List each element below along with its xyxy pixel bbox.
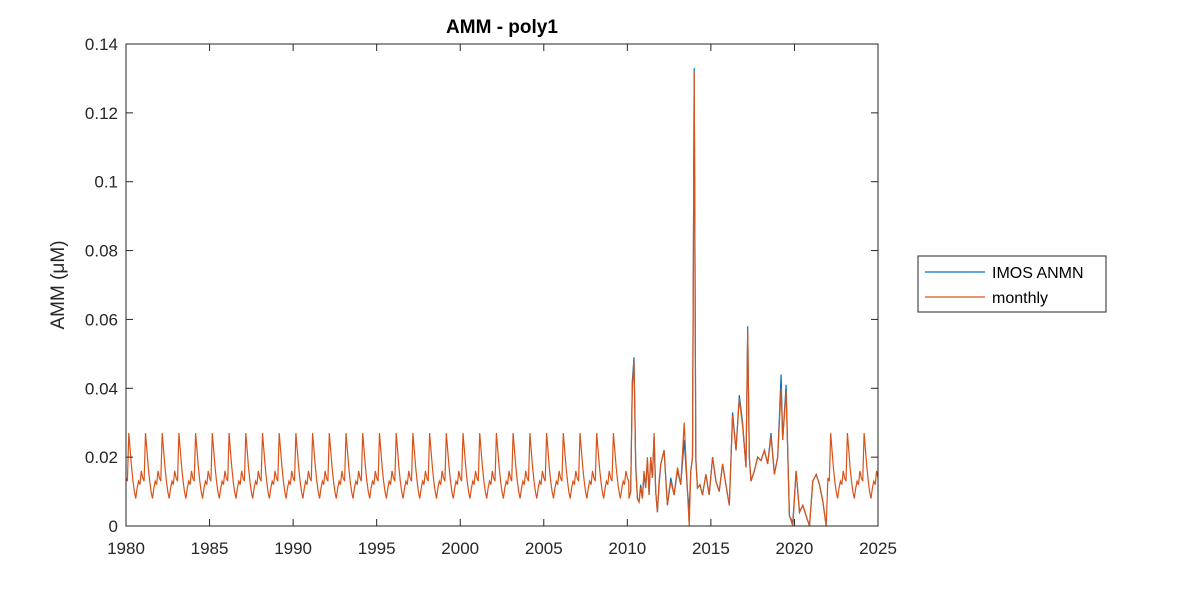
y-axis-label: AMM (μM): [48, 240, 69, 329]
x-tick-label: 1980: [107, 539, 145, 558]
y-tick-label: 0: [109, 517, 118, 536]
y-tick-label: 0.02: [85, 448, 118, 467]
legend-label-monthly: monthly: [992, 290, 1048, 307]
x-tick-label: 2000: [441, 539, 479, 558]
y-tick-label: 0.12: [85, 104, 118, 123]
chart-title: AMM - poly1: [446, 17, 558, 38]
y-tick-label: 0.08: [85, 242, 118, 261]
x-tick-label: 2010: [608, 539, 646, 558]
y-tick-label: 0.14: [85, 35, 118, 54]
x-tick-label: 1985: [191, 539, 229, 558]
x-tick-label: 2020: [776, 539, 814, 558]
legend-label-imos-anmn: IMOS ANMN: [992, 265, 1084, 282]
series-layer: [125, 68, 879, 527]
y-tick-label: 0.04: [85, 379, 118, 398]
x-tick-label: 2015: [692, 539, 730, 558]
x-tick-label: 2005: [525, 539, 563, 558]
plot-area: [126, 44, 878, 526]
y-tick-label: 0.06: [85, 310, 118, 329]
series-line-monthly: [125, 71, 879, 527]
axes-box: [125, 43, 879, 527]
axes-layer: 1980 1985 1990 1995 2000 2005 2010 2015 2020 2025…: [85, 35, 897, 558]
legend-box: [917, 255, 1107, 313]
legend: IMOS ANMN monthly: [917, 255, 1107, 313]
y-tick-label: 0.1: [94, 173, 118, 192]
x-tick-label: 1990: [274, 539, 312, 558]
x-tick-label: 2025: [859, 539, 897, 558]
x-tick-label: 1995: [358, 539, 396, 558]
